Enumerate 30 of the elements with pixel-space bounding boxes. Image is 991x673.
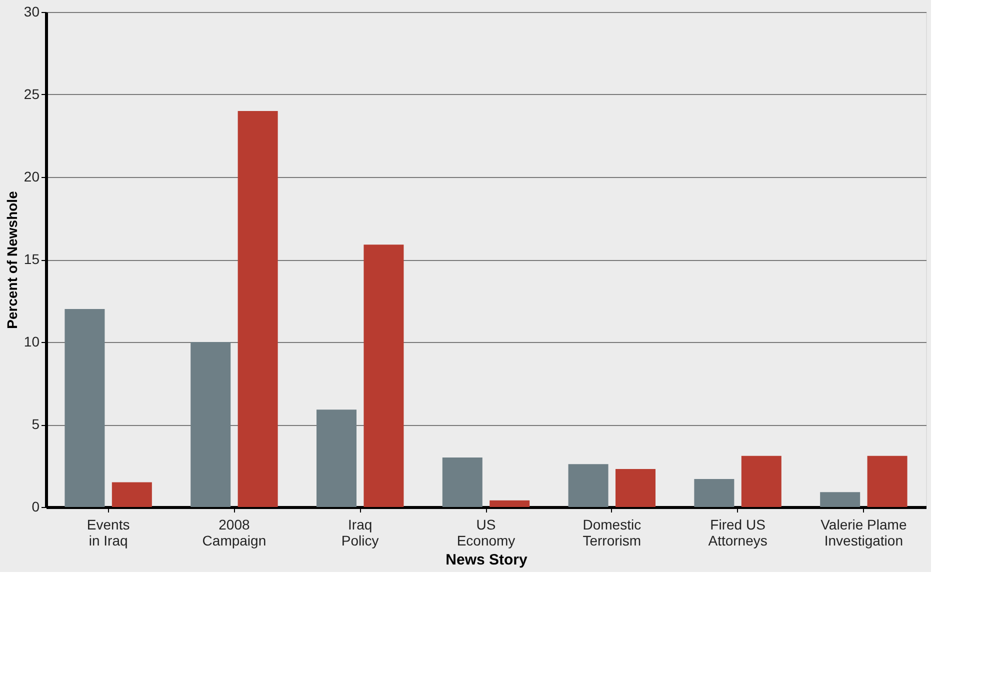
bar — [616, 469, 656, 507]
x-axis-title: News Story — [446, 552, 528, 568]
bar — [442, 458, 482, 507]
bar — [694, 478, 734, 507]
y-tick-label: 0 — [32, 498, 40, 514]
bar — [64, 309, 105, 507]
bar — [364, 244, 404, 507]
x-tick-label: Domestic Terrorism — [582, 516, 642, 548]
bar — [820, 492, 860, 507]
y-tick-label: 15 — [24, 251, 40, 267]
x-tick-label: US Economy — [456, 516, 516, 548]
bar — [568, 464, 608, 507]
bar — [741, 456, 782, 507]
y-tick-label: 25 — [24, 86, 40, 102]
x-tick-label: Valerie Plame Investigation — [820, 516, 907, 548]
bar — [490, 500, 530, 507]
bar — [867, 456, 908, 507]
bar — [112, 482, 152, 507]
y-axis-title: Percent of Newshole — [4, 190, 20, 329]
x-tick-label: 2008 Campaign — [202, 516, 266, 548]
bar — [238, 111, 278, 507]
y-tick-label: 20 — [24, 168, 40, 184]
bar — [190, 342, 231, 507]
y-tick-label: 5 — [32, 416, 40, 432]
y-tick-label: 30 — [24, 4, 40, 20]
y-tick-label: 10 — [24, 334, 40, 350]
bar — [316, 410, 356, 507]
x-tick-label: Fired US Attorneys — [708, 516, 768, 548]
x-tick-label: Iraq Policy — [341, 516, 379, 548]
x-tick-label: Events in Iraq — [86, 516, 130, 548]
